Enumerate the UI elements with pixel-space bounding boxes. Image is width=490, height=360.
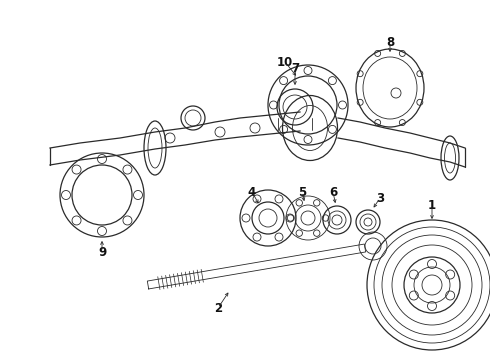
Text: 6: 6 <box>329 185 337 198</box>
Text: 5: 5 <box>298 185 306 198</box>
Text: 10: 10 <box>277 55 293 68</box>
Text: 8: 8 <box>386 36 394 49</box>
Text: 1: 1 <box>428 198 436 212</box>
Text: 7: 7 <box>291 62 299 75</box>
Text: 3: 3 <box>376 192 384 204</box>
Polygon shape <box>147 244 366 289</box>
Text: 4: 4 <box>248 185 256 198</box>
Text: 9: 9 <box>98 246 106 258</box>
Text: 2: 2 <box>214 302 222 315</box>
